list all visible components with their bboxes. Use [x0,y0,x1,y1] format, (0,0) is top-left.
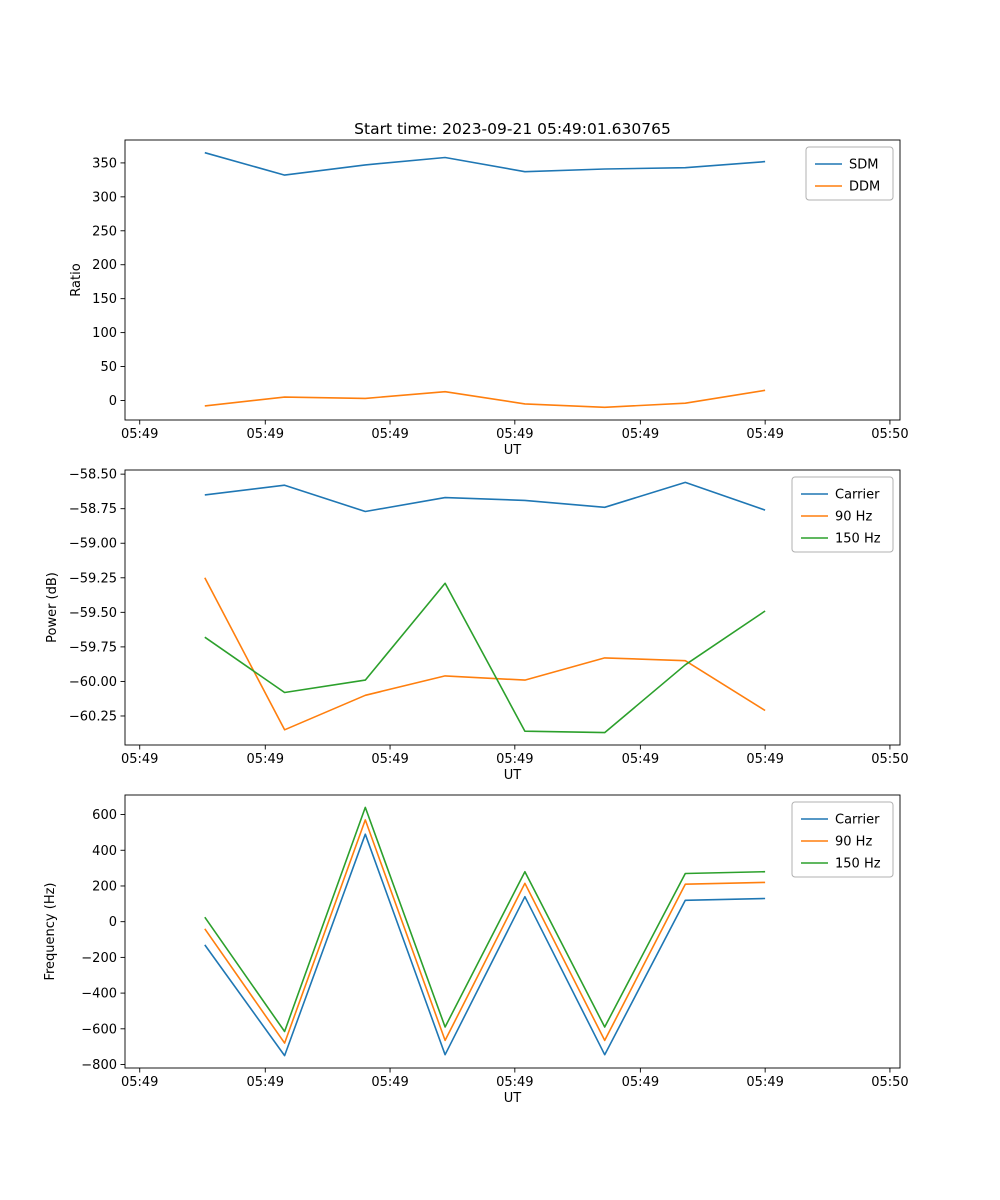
x-tick-label: 05:49 [371,752,408,767]
legend: Carrier 90 Hz 150 Hz [791,476,894,553]
legend-label: 150 Hz [835,857,881,872]
legend-box [791,476,894,553]
series-line-150-hz [204,582,766,734]
legend-label: Carrier [835,488,880,503]
legend-label: 90 Hz [835,510,872,525]
y-tick-label: −600 [81,1022,117,1037]
x-tick-label: 05:49 [746,1075,783,1090]
x-tick-label: 05:49 [496,1075,533,1090]
series-line-sdm [204,151,766,176]
legend-label: Carrier [835,813,880,828]
axes-frame [124,794,901,1069]
x-axis-label: UT [504,768,522,783]
x-tick-label: 05:49 [746,427,783,442]
y-tick-label: −59.50 [69,606,117,621]
figure-title: Start time: 2023-09-21 05:49:01.630765 [354,120,671,138]
y-tick-label: 300 [92,190,117,205]
x-tick-label: 05:49 [622,427,659,442]
y-tick-label: 200 [92,879,117,894]
x-tick-label: 05:49 [247,1075,284,1090]
y-tick-label: 200 [92,258,117,273]
x-tick-label: 05:50 [871,1075,908,1090]
y-tick-label: −800 [81,1058,117,1073]
y-tick-label: 100 [92,326,117,341]
series-line-90-hz [204,819,766,1044]
x-axis-label: UT [504,443,522,458]
y-tick-label: −59.75 [69,640,117,655]
series-line-carrier [204,481,766,513]
x-tick-label: 05:49 [496,427,533,442]
y-tick-label: −400 [81,987,117,1002]
legend-label: 150 Hz [835,532,881,547]
x-tick-label: 05:49 [121,1075,158,1090]
x-tick-label: 05:49 [496,752,533,767]
legend-box [791,801,894,878]
x-tick-label: 05:50 [871,427,908,442]
x-tick-label: 05:49 [247,752,284,767]
legend-label: DDM [849,180,880,195]
y-tick-label: 250 [92,224,117,239]
axes-frame [124,469,901,746]
y-tick-label: 50 [100,360,117,375]
x-tick-label: 05:49 [622,752,659,767]
y-tick-label: −59.00 [69,537,117,552]
chart-1: 0 50 100 150 200 250 300 350 05:49 05:49 05:49 05:4… [69,139,909,458]
y-tick-label: −60.25 [69,709,117,724]
legend-label: SDM [849,158,878,173]
y-axis-label: Frequency (Hz) [43,882,58,980]
x-tick-label: 05:49 [121,752,158,767]
chart-3: −800 −600 −400 −200 0 200 400 600 05:49 05:49 05:4… [43,794,909,1106]
y-tick-label: −60.00 [69,675,117,690]
y-tick-label: 0 [109,915,117,930]
x-tick-label: 05:49 [121,427,158,442]
y-tick-label: −58.50 [69,468,117,483]
y-tick-label: 600 [92,808,117,823]
series-line-150-hz [204,806,766,1033]
y-tick-label: 0 [109,394,117,409]
x-tick-label: 05:50 [871,752,908,767]
y-tick-label: 400 [92,844,117,859]
series-line-carrier [204,833,766,1057]
series-line-90-hz [204,577,766,731]
legend: SDM DDM [805,146,894,201]
y-axis-label: Ratio [69,263,84,296]
legend-label: 90 Hz [835,835,872,850]
x-tick-label: 05:49 [746,752,783,767]
x-tick-label: 05:49 [247,427,284,442]
chart-2: −58.50 −58.75 −59.00 −59.25 −59.50 −59.75 −60.… [45,468,909,783]
y-tick-label: 350 [92,156,117,171]
axes-frame [124,139,901,421]
x-tick-label: 05:49 [371,1075,408,1090]
legend: Carrier 90 Hz 150 Hz [791,801,894,878]
y-tick-label: 150 [92,292,117,307]
y-axis-label: Power (dB) [45,572,60,643]
x-tick-label: 05:49 [371,427,408,442]
x-tick-label: 05:49 [622,1075,659,1090]
y-tick-label: −59.25 [69,571,117,586]
y-tick-label: −58.75 [69,502,117,517]
y-tick-label: −200 [81,951,117,966]
series-line-ddm [204,389,766,409]
x-axis-label: UT [504,1091,522,1106]
